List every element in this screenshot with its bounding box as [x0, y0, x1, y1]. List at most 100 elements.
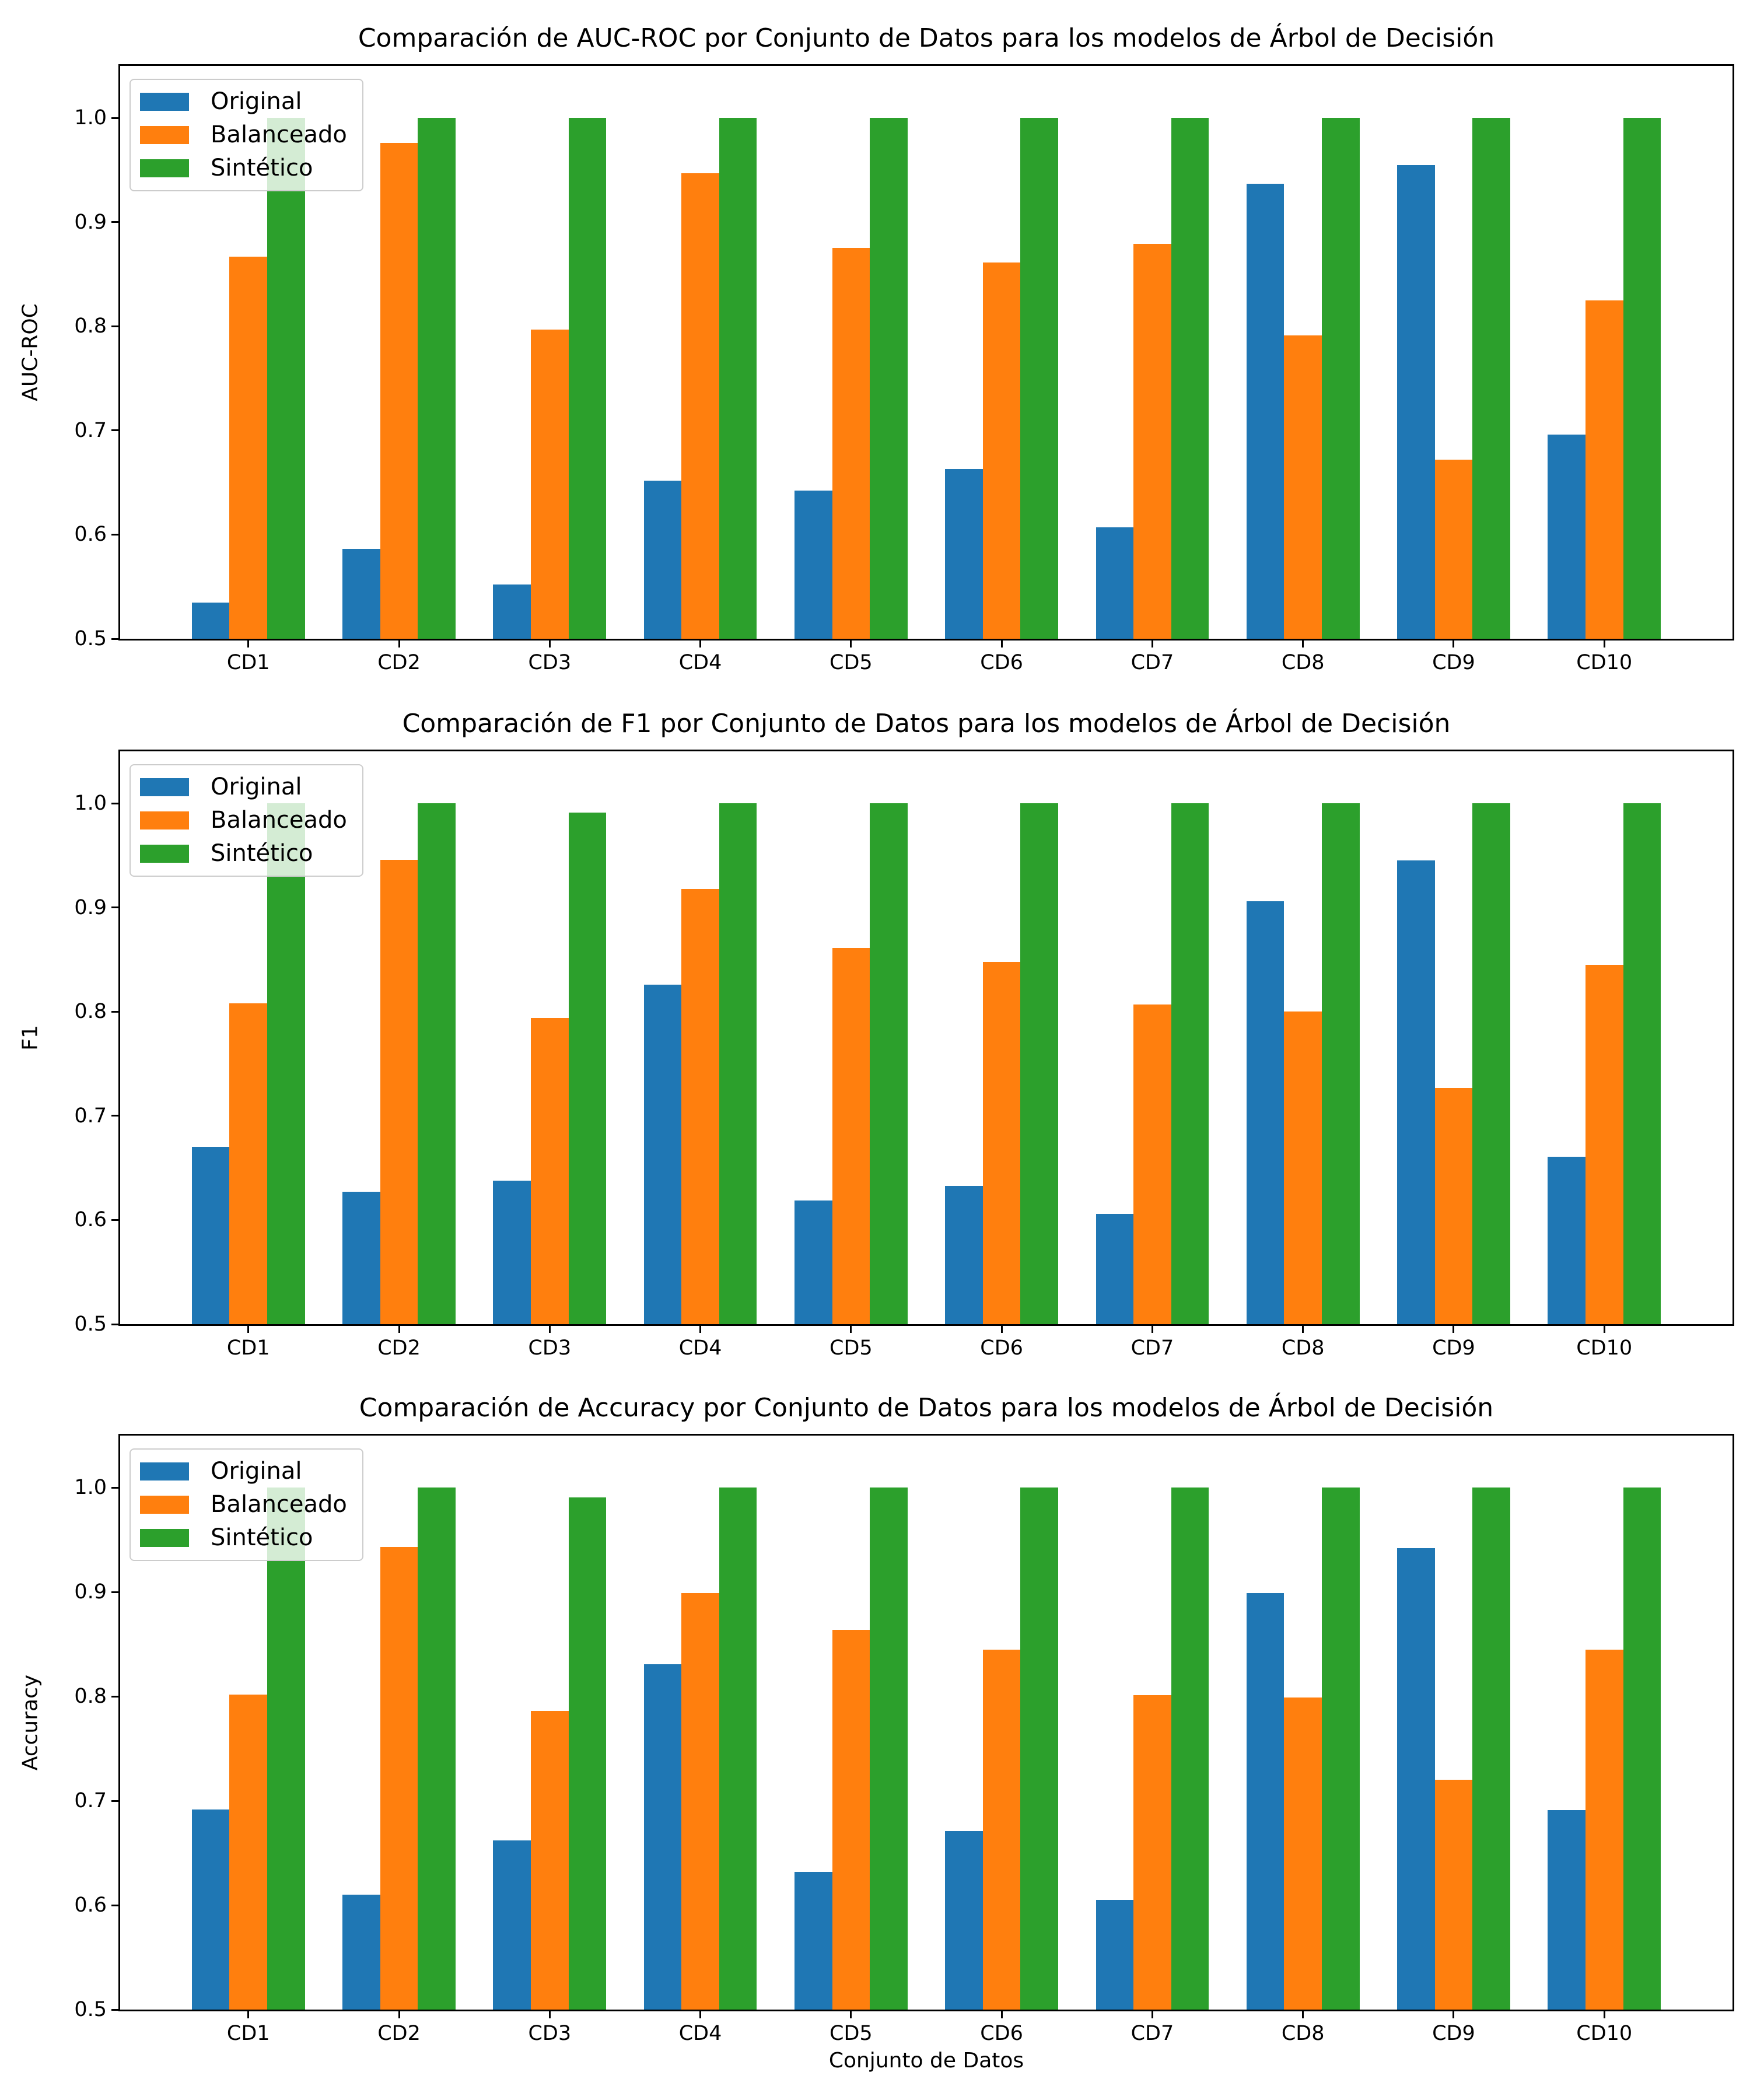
- bar-sintético-CD1: [267, 803, 305, 1324]
- y-tick-mark: [111, 1591, 118, 1593]
- bar-sintético-CD7: [1171, 803, 1209, 1324]
- bar-sintético-CD9: [1472, 803, 1510, 1324]
- legend-label-balanceado: Balanceado: [211, 807, 347, 834]
- y-tick-mark: [111, 533, 118, 536]
- bar-sintético-CD7: [1171, 118, 1209, 639]
- x-tick-mark: [1603, 640, 1605, 648]
- bar-original-CD2: [342, 549, 380, 639]
- plot-area-auc-roc: Original Balanceado Sintético: [118, 64, 1734, 640]
- bar-balanceado-CD2: [380, 1547, 418, 2010]
- bar-original-CD5: [794, 1200, 832, 1324]
- legend-swatch-balanceado: [140, 126, 189, 144]
- x-tick-label: CD7: [1130, 1336, 1174, 1360]
- x-tick-label: CD2: [377, 1336, 421, 1360]
- bar-balanceado-CD5: [832, 1629, 870, 2010]
- chart-title-accuracy: Comparación de Accuracy por Conjunto de …: [359, 1393, 1494, 1423]
- legend-swatch-sintetico: [140, 159, 189, 177]
- bar-balanceado-CD2: [380, 859, 418, 1324]
- bar-balanceado-CD7: [1133, 1695, 1171, 2010]
- y-tick-label: 0.9: [74, 210, 107, 234]
- x-tick-label: CD9: [1432, 651, 1475, 674]
- legend-label-balanceado: Balanceado: [211, 121, 347, 148]
- bar-sintético-CD9: [1472, 1488, 1510, 2010]
- y-tick-label: 0.5: [74, 1998, 107, 2021]
- legend-label-balanceado: Balanceado: [211, 1491, 347, 1518]
- x-tick-mark: [1452, 2011, 1455, 2018]
- x-tick-mark: [1302, 2011, 1304, 2018]
- bar-balanceado-CD4: [681, 888, 719, 1324]
- bar-original-CD9: [1397, 164, 1435, 639]
- bar-sintético-CD3: [568, 118, 607, 639]
- x-tick-mark: [1452, 640, 1455, 648]
- bar-balanceado-CD8: [1284, 1698, 1322, 2010]
- x-tick-label: CD3: [528, 2022, 572, 2045]
- x-tick-label: CD7: [1130, 651, 1174, 674]
- x-tick-label: CD8: [1281, 2022, 1325, 2045]
- chart-title-f1: Comparación de F1 por Conjunto de Datos …: [402, 709, 1451, 738]
- x-tick-label: CD5: [830, 651, 873, 674]
- x-tick-label: CD10: [1576, 651, 1633, 674]
- y-tick-label: 0.8: [74, 1000, 107, 1024]
- bar-balanceado-CD6: [982, 1649, 1021, 2010]
- legend-row-balanceado: Balanceado: [140, 121, 347, 149]
- x-tick-mark: [398, 640, 400, 648]
- legend-row-balanceado: Balanceado: [140, 807, 347, 834]
- y-tick-mark: [111, 1219, 118, 1221]
- x-tick-label: CD1: [226, 1336, 270, 1360]
- legend-swatch-sintetico: [140, 845, 189, 863]
- legend-label-original: Original: [211, 88, 302, 115]
- bar-sintético-CD2: [418, 118, 456, 639]
- bar-sintético-CD3: [568, 813, 607, 1324]
- y-tick-mark: [111, 1695, 118, 1698]
- bar-sintético-CD1: [267, 1488, 305, 2010]
- bar-original-CD4: [643, 1664, 682, 2010]
- y-tick-label: 0.5: [74, 1312, 107, 1336]
- x-tick-mark: [548, 2011, 551, 2018]
- y-tick-mark: [111, 1904, 118, 1906]
- bar-sintético-CD10: [1623, 803, 1661, 1324]
- x-axis-label: Conjunto de Datos: [828, 2049, 1024, 2073]
- bar-sintético-CD8: [1321, 1488, 1360, 2010]
- y-axis-label-accuracy: Accuracy: [18, 1674, 43, 1771]
- bar-original-CD10: [1548, 1810, 1586, 2010]
- y-tick-label: 0.6: [74, 1208, 107, 1232]
- x-tick-label: CD1: [226, 651, 270, 674]
- bar-balanceado-CD4: [681, 1593, 719, 2010]
- legend-label-sintetico: Sintético: [211, 840, 313, 867]
- x-tick-mark: [1603, 2011, 1605, 2018]
- bar-balanceado-CD6: [982, 262, 1021, 639]
- bar-sintético-CD3: [568, 1497, 607, 2010]
- bar-original-CD7: [1096, 1213, 1134, 1324]
- bar-balanceado-CD4: [681, 173, 719, 639]
- y-tick-label: 0.7: [74, 418, 107, 442]
- x-tick-mark: [247, 640, 250, 648]
- x-tick-mark: [850, 1326, 852, 1333]
- x-tick-mark: [1000, 640, 1003, 648]
- x-tick-mark: [1000, 1326, 1003, 1333]
- bar-original-CD2: [342, 1895, 380, 2010]
- legend-row-original: Original: [140, 88, 347, 116]
- bar-sintético-CD7: [1171, 1488, 1209, 2010]
- y-tick-mark: [111, 2008, 118, 2011]
- bar-balanceado-CD3: [531, 1711, 569, 2010]
- x-tick-label: CD8: [1281, 651, 1325, 674]
- plot-area-f1: Original Balanceado Sintético: [118, 750, 1734, 1326]
- x-tick-label: CD4: [678, 1336, 722, 1360]
- x-tick-label: CD3: [528, 651, 572, 674]
- y-tick-mark: [111, 325, 118, 327]
- x-tick-mark: [1000, 2011, 1003, 2018]
- bar-balanceado-CD3: [531, 1018, 569, 1324]
- bar-balanceado-CD10: [1585, 965, 1623, 1324]
- y-tick-label: 1.0: [74, 1476, 107, 1500]
- y-tick-label: 0.9: [74, 895, 107, 919]
- x-tick-mark: [247, 1326, 250, 1333]
- x-tick-label: CD5: [830, 2022, 873, 2045]
- bar-sintético-CD8: [1321, 803, 1360, 1324]
- legend-label-sintetico: Sintético: [211, 155, 313, 181]
- y-tick-mark: [111, 638, 118, 640]
- bar-balanceado-CD10: [1585, 300, 1623, 639]
- y-tick-label: 0.8: [74, 314, 107, 338]
- bar-sintético-CD6: [1020, 118, 1058, 639]
- bar-sintético-CD8: [1321, 118, 1360, 639]
